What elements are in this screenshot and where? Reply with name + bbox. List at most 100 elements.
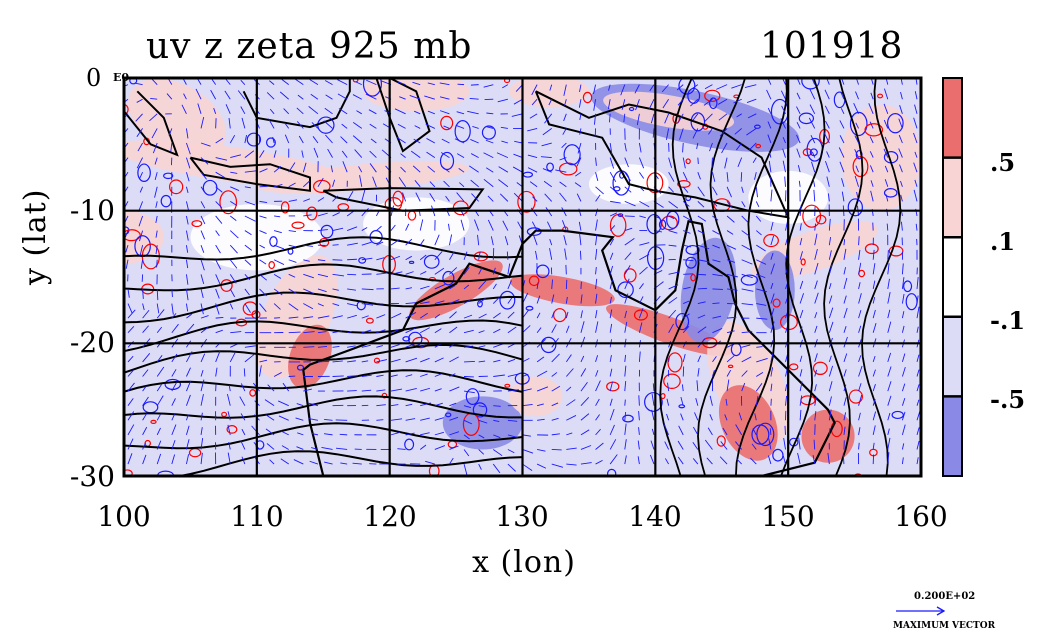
wind-vector xyxy=(533,234,538,246)
wind-vector xyxy=(551,449,562,451)
wind-vector xyxy=(703,98,713,106)
wind-vector xyxy=(580,382,588,392)
wind-vector xyxy=(537,418,545,421)
wind-vector xyxy=(884,165,889,173)
wind-vector xyxy=(434,373,442,377)
wind-vector xyxy=(215,244,221,254)
wind-vector xyxy=(449,431,460,436)
wind-vector xyxy=(493,359,501,363)
wind-vector xyxy=(767,134,772,144)
wind-vector xyxy=(854,135,859,144)
wind-vector xyxy=(814,280,818,290)
wind-vector xyxy=(259,200,268,203)
wind-vector xyxy=(828,307,834,319)
wind-vector xyxy=(200,142,211,147)
wind-vector xyxy=(405,357,418,363)
vorticity-contour xyxy=(755,143,762,149)
wind-vector xyxy=(677,113,684,123)
wind-vector xyxy=(595,442,604,450)
wind-vector xyxy=(317,303,324,307)
wind-vector xyxy=(770,321,775,333)
wind-vector xyxy=(712,356,717,363)
wind-vector xyxy=(237,90,246,100)
wind-vector xyxy=(365,93,377,100)
wind-vector xyxy=(884,136,889,144)
wind-vector xyxy=(741,186,744,193)
wind-vector xyxy=(542,168,552,173)
wind-vector xyxy=(337,79,348,86)
wind-vector xyxy=(901,263,904,275)
wind-vector xyxy=(154,186,158,198)
wind-vector xyxy=(229,352,236,363)
wind-vector xyxy=(185,439,190,450)
wind-vector xyxy=(366,79,377,86)
wind-vector xyxy=(311,447,319,450)
wind-vector xyxy=(624,293,629,304)
wind-vector xyxy=(434,357,444,363)
wind-vector xyxy=(127,438,134,450)
wind-vector xyxy=(768,160,772,173)
wind-vector xyxy=(543,180,552,188)
wind-vector xyxy=(770,252,774,260)
wind-vector xyxy=(139,230,144,242)
wind-vector xyxy=(171,313,177,319)
wind-vector xyxy=(872,384,876,392)
wind-vector xyxy=(872,355,876,363)
wind-vector xyxy=(426,138,436,144)
wind-vector xyxy=(156,414,161,421)
wind-vector xyxy=(634,84,640,94)
wind-vector xyxy=(668,157,673,168)
wind-vector xyxy=(507,419,518,422)
vorticity-contour xyxy=(658,219,667,230)
wind-vector xyxy=(244,150,255,158)
wind-vector xyxy=(666,413,670,421)
wind-vector xyxy=(241,456,246,465)
wind-vector xyxy=(726,186,732,198)
wind-vector xyxy=(726,369,732,377)
vorticity-contour xyxy=(798,112,815,125)
wind-vector xyxy=(171,323,179,333)
wind-vector xyxy=(609,212,618,217)
x-tick-label: 100 xyxy=(97,500,151,533)
australia-coastline xyxy=(302,220,836,476)
wind-vector xyxy=(493,328,501,334)
wind-vector xyxy=(624,200,636,207)
wind-vector xyxy=(259,273,268,281)
wind-vector xyxy=(580,462,592,465)
wind-vector xyxy=(563,84,567,96)
wind-vector xyxy=(125,259,129,269)
wind-vector xyxy=(536,295,541,304)
wind-vector xyxy=(228,117,231,129)
vorticity-contour xyxy=(268,261,275,270)
vorticity-contour xyxy=(481,125,496,140)
wind-vector xyxy=(551,324,557,333)
wind-vector xyxy=(624,227,633,231)
wind-vector xyxy=(185,186,189,194)
vorticity-contour xyxy=(408,331,423,347)
wind-vector xyxy=(741,382,746,392)
wind-vector xyxy=(405,271,414,275)
wind-vector xyxy=(901,367,906,377)
wind-vector xyxy=(532,196,538,202)
wind-vector xyxy=(265,428,275,436)
wind-vector xyxy=(741,303,754,306)
wind-vector xyxy=(624,310,627,319)
wind-vector xyxy=(535,250,538,260)
wind-vector xyxy=(186,157,191,169)
wind-vector xyxy=(780,90,786,100)
wind-vector xyxy=(544,113,553,124)
wind-vector xyxy=(171,424,177,436)
wind-vector xyxy=(683,273,694,275)
reference-vector-arrow xyxy=(896,606,946,616)
wind-vector xyxy=(828,365,834,377)
wind-vector xyxy=(609,408,615,421)
wind-vector xyxy=(273,166,282,173)
wind-vector xyxy=(445,207,450,217)
wind-vector xyxy=(283,108,290,115)
wind-vector xyxy=(595,278,598,289)
wind-vector xyxy=(478,280,487,290)
wind-vector xyxy=(142,369,149,377)
wind-vector xyxy=(726,215,735,223)
wind-vector xyxy=(142,288,144,299)
wind-vector xyxy=(317,273,329,278)
